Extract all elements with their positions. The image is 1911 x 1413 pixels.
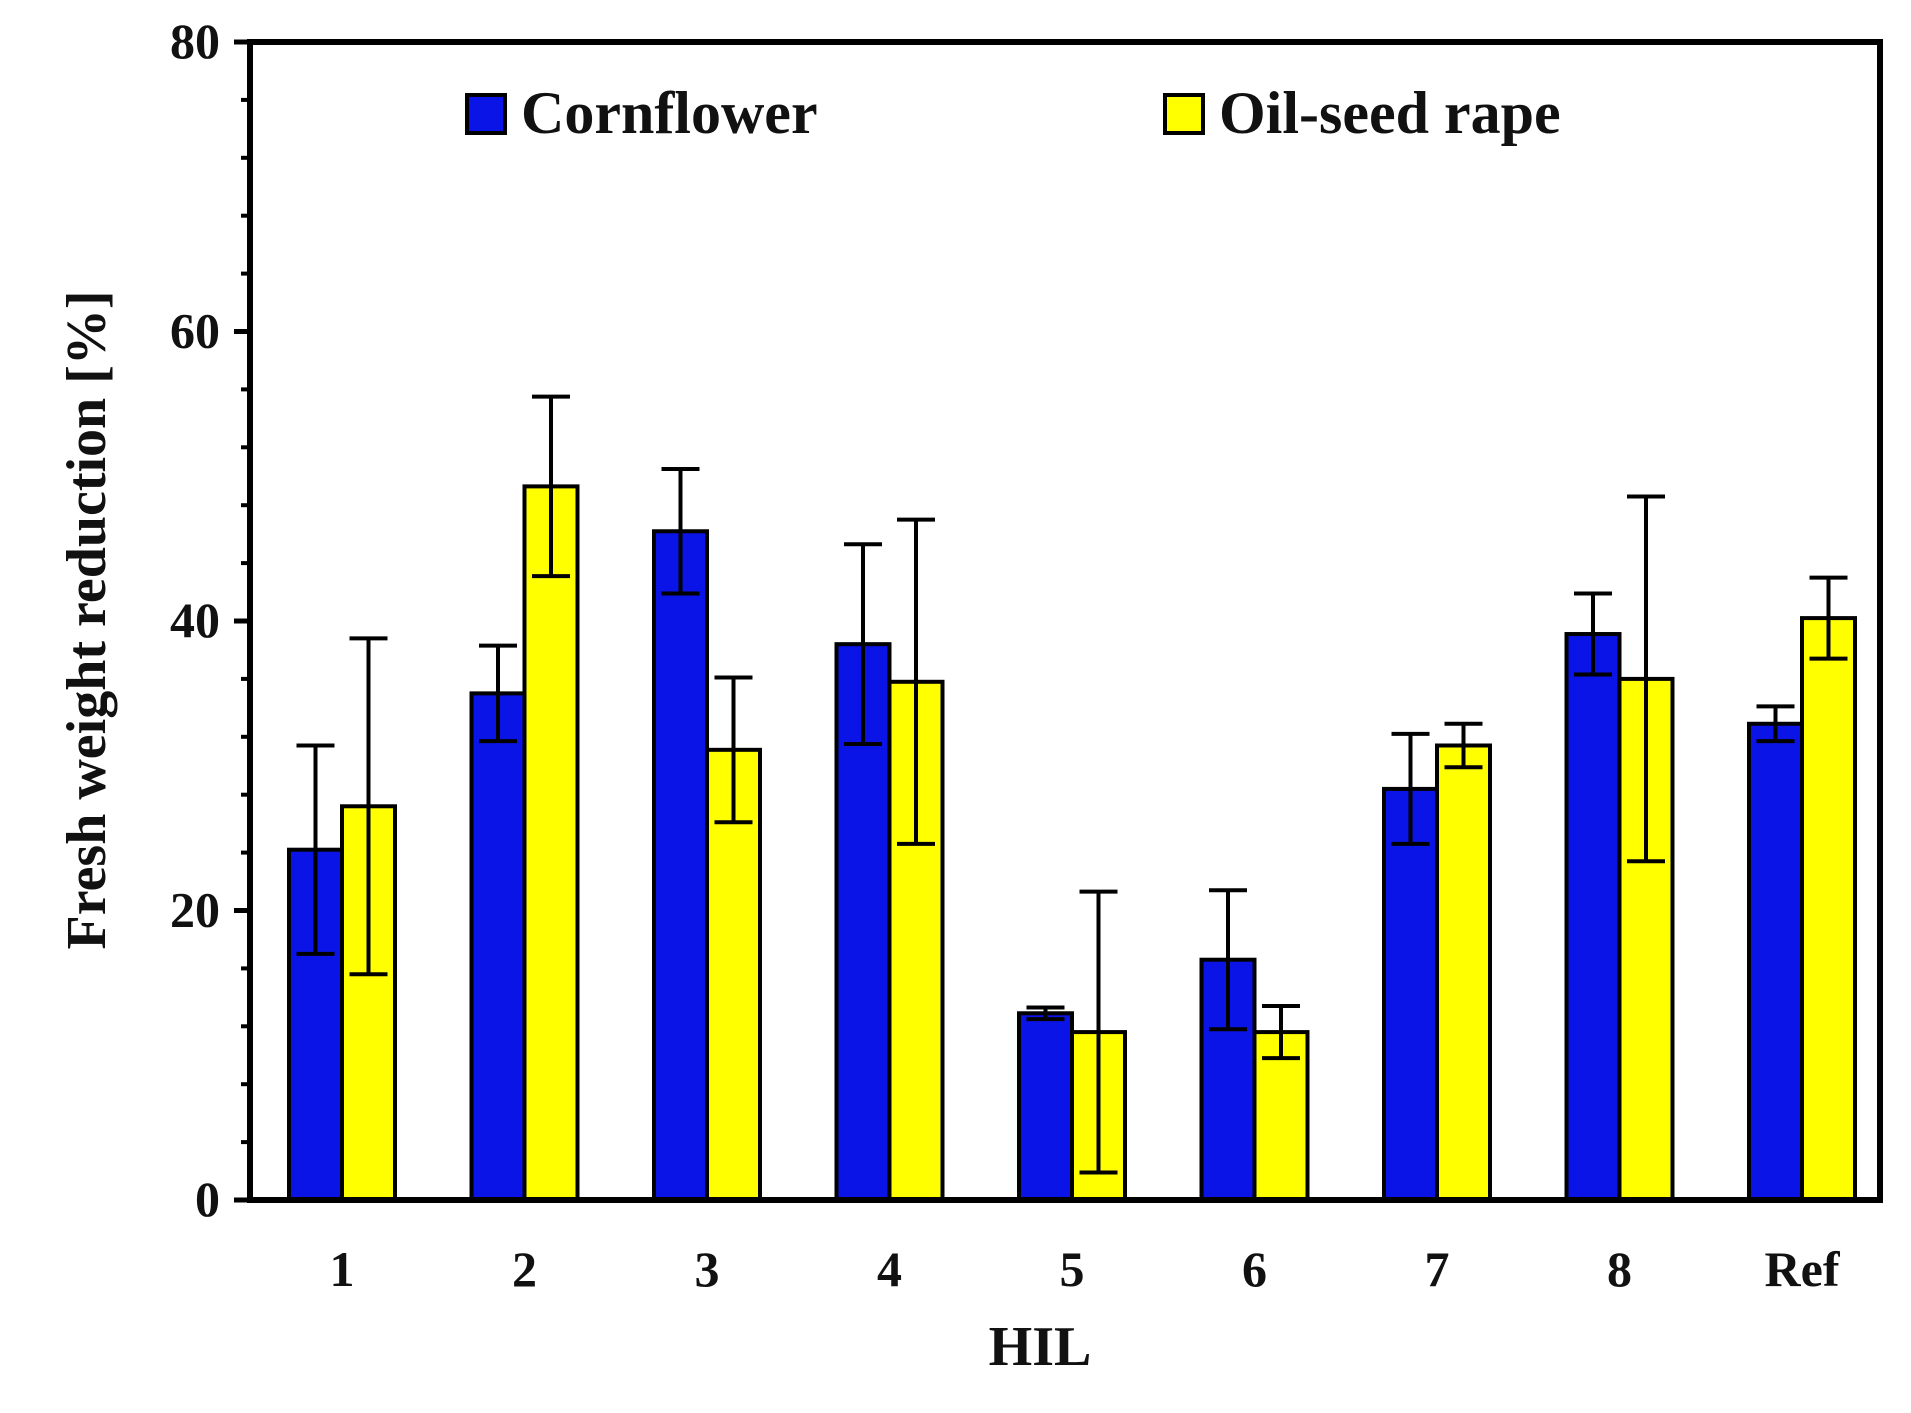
bar-cornflower-8 — [1564, 632, 1622, 1202]
error-bar-cornflower-1 — [296, 743, 335, 956]
error-bar-oilseed-rape-8 — [1627, 494, 1665, 864]
legend-item-cornflower: Cornflower — [465, 80, 818, 146]
error-bar-oilseed-rape-7 — [1444, 721, 1483, 770]
error-bar-cornflower-3 — [661, 467, 700, 596]
legend-swatch — [465, 93, 507, 135]
error-bar-oilseed-rape-3 — [714, 675, 753, 825]
error-bar-oilseed-rape-5 — [1079, 889, 1118, 1175]
error-bar-oilseed-rape-1 — [349, 636, 388, 977]
bar-oilseed-rape-ref — [1800, 616, 1857, 1202]
x-tick-label: 5 — [1060, 1241, 1085, 1297]
legend-swatch — [1163, 93, 1205, 135]
bar-oilseed-rape-2 — [522, 484, 580, 1202]
y-tick-label: 80 — [170, 13, 220, 69]
legend-item-oilseed-rape: Oil-seed rape — [1163, 80, 1561, 146]
bar-oilseed-rape-7 — [1435, 743, 1492, 1202]
x-tick-label: 3 — [695, 1241, 720, 1297]
error-bar-cornflower-4 — [844, 542, 882, 747]
x-tick-label: 8 — [1607, 1241, 1632, 1297]
legend-label: Oil-seed rape — [1219, 80, 1561, 146]
error-bar-cornflower-6 — [1209, 888, 1247, 1032]
x-tick-label: 2 — [512, 1241, 537, 1297]
bar-cornflower-7 — [1382, 786, 1439, 1202]
bar-cornflower-5 — [1017, 1011, 1074, 1203]
y-axis-title: Fresh weight reduction [%] — [56, 291, 118, 950]
error-bar-cornflower-5 — [1026, 1005, 1065, 1022]
y-tick-label: 0 — [195, 1171, 220, 1227]
y-tick-label: 40 — [170, 592, 220, 648]
legend-label: Cornflower — [521, 80, 818, 146]
error-bar-cornflower-2 — [479, 643, 517, 744]
x-tick-label: 4 — [877, 1241, 902, 1297]
x-tick-label: 6 — [1242, 1241, 1267, 1297]
bar-cornflower-3 — [652, 529, 709, 1202]
x-tick-label: Ref — [1765, 1241, 1841, 1297]
bar-cornflower-2 — [469, 691, 527, 1202]
error-bar-oilseed-rape-6 — [1262, 1004, 1300, 1061]
error-bar-cornflower-7 — [1391, 731, 1430, 846]
bar-cornflower-ref — [1747, 721, 1804, 1203]
y-tick-label: 60 — [170, 303, 220, 359]
error-bar-cornflower-ref — [1756, 704, 1795, 744]
x-tick-label: 1 — [330, 1241, 355, 1297]
error-bar-cornflower-8 — [1574, 591, 1612, 677]
x-tick-label: 7 — [1425, 1241, 1450, 1297]
error-bar-oilseed-rape-2 — [532, 394, 570, 579]
x-axis-title: HIL — [989, 1316, 1092, 1378]
error-bar-oilseed-rape-ref — [1809, 575, 1848, 661]
y-tick-label: 20 — [170, 882, 220, 938]
error-bar-oilseed-rape-4 — [897, 517, 935, 846]
